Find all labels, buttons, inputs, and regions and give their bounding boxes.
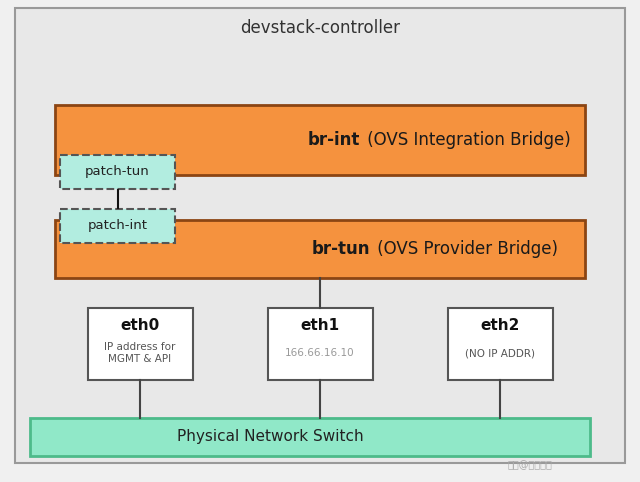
Text: (OVS Integration Bridge): (OVS Integration Bridge) [362,131,571,149]
Bar [447,308,552,380]
Bar [55,105,585,175]
Text: eth1: eth1 [300,319,340,334]
Text: eth0: eth0 [120,319,159,334]
Text: eth2: eth2 [480,319,520,334]
Bar [60,155,175,189]
Text: br-int: br-int [308,131,360,149]
Text: br-tun: br-tun [312,240,370,258]
Bar [30,418,590,456]
Text: devstack-controller: devstack-controller [240,19,400,37]
Text: (NO IP ADDR): (NO IP ADDR) [465,348,535,358]
Bar [55,220,585,278]
Text: Physical Network Switch: Physical Network Switch [177,429,364,444]
Text: 166.66.16.10: 166.66.16.10 [285,348,355,358]
Bar [60,209,175,243]
Text: 知乎@云物互联: 知乎@云物互联 [508,460,552,470]
Bar [88,308,193,380]
Bar [268,308,372,380]
Text: IP address for
MGMT & API: IP address for MGMT & API [104,342,176,364]
Text: (OVS Provider Bridge): (OVS Provider Bridge) [372,240,558,258]
Text: patch-tun: patch-tun [85,165,150,178]
Text: patch-int: patch-int [88,219,147,232]
